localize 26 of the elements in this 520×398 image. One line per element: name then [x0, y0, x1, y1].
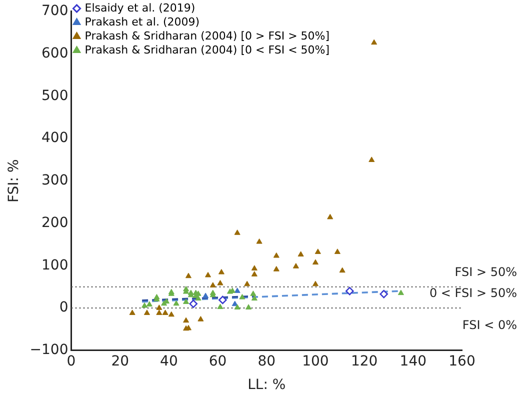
x-tick-label: 120	[350, 353, 378, 370]
ref-line-label: 0 < FSI > 50%	[429, 286, 517, 300]
y-tick-label: 400	[42, 130, 68, 146]
legend-label: Prakash & Sridharan (2004) [0 > FSI > 50%]	[84, 29, 330, 42]
y-tick-label: 700	[42, 3, 68, 20]
annotation: FSI < 0%	[462, 318, 517, 332]
x-axis-title: LL: %	[248, 377, 286, 394]
legend-label: Prakash et al. (2009)	[84, 15, 200, 28]
x-tick-label: 60	[208, 353, 227, 370]
legend-label: Prakash & Sridharan (2004) [0 < FSI < 50%]	[84, 43, 330, 56]
y-tick-label: 600	[42, 45, 68, 62]
y-tick-label: 0	[59, 300, 68, 316]
x-tick-label: 20	[111, 353, 130, 370]
y-axis-title: FSI: %	[6, 159, 22, 203]
y-tick-label: 500	[42, 88, 68, 104]
x-tick-label: 100	[302, 353, 329, 370]
y-tick-label: 300	[42, 172, 68, 189]
y-tick-label: −100	[30, 342, 68, 358]
ref-line-label: FSI > 50%	[454, 264, 517, 279]
legend-label: Elsaidy et al. (2019)	[84, 1, 196, 14]
x-tick-label: 80	[258, 353, 276, 370]
x-tick-label: 40	[160, 353, 178, 370]
y-tick-label: 200	[42, 214, 68, 231]
x-tick-label: 140	[400, 353, 427, 370]
y-tick-label: 100	[42, 257, 68, 274]
x-tick-label: 160	[448, 353, 476, 370]
